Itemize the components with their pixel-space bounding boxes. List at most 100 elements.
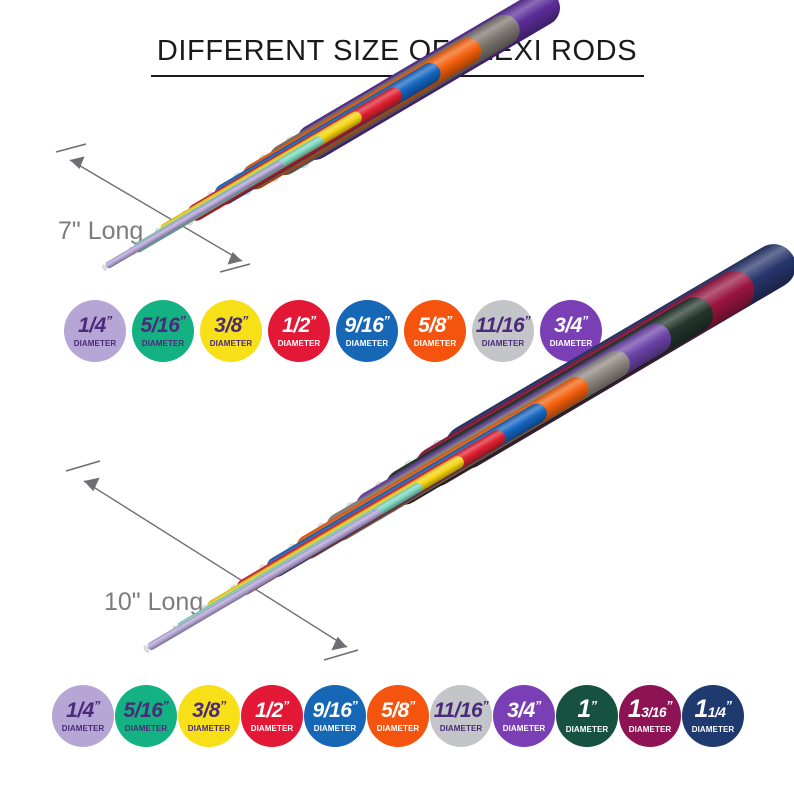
rod-end-cap <box>229 170 254 199</box>
badge-diameter-label: DIAMETER <box>565 724 609 734</box>
badge-diameter-label: DIAMETER <box>628 724 672 734</box>
size-badge-10in-9-16[interactable]: 9/16” DIAMETER <box>304 685 366 747</box>
size-badge-7in-11-16[interactable]: 11/16” DIAMETER <box>472 300 534 362</box>
rod-end-cap <box>341 498 371 534</box>
size-badge-10in-11-16[interactable]: 11/16” DIAMETER <box>430 685 492 747</box>
badge-size-text: 3/4” <box>554 313 588 338</box>
badge-size-text: 13/16” <box>627 696 673 724</box>
size-badge-7in-9-16[interactable]: 9/16” DIAMETER <box>336 300 398 362</box>
size-badge-10in-3-8[interactable]: 3/8” DIAMETER <box>178 685 240 747</box>
rod-end-cap <box>228 583 244 602</box>
size-badge-10in-5-8[interactable]: 5/8” DIAMETER <box>367 685 429 747</box>
badge-diameter-label: DIAMETER <box>549 338 593 348</box>
rod-end-cap <box>178 208 195 227</box>
rod-body <box>291 372 593 564</box>
badge-diameter-label: DIAMETER <box>313 723 357 733</box>
rod-body <box>407 263 762 495</box>
rod-seven-inch-yellow <box>153 109 365 242</box>
size-badge-7in-3-8[interactable]: 3/8” DIAMETER <box>200 300 262 362</box>
badge-size-text: 11/4” <box>694 696 732 724</box>
badge-size-text: 5/16” <box>140 313 186 338</box>
badge-size-text: 5/8” <box>381 698 415 723</box>
size-badge-10in-1[interactable]: 1” DIAMETER <box>556 685 618 747</box>
badge-diameter-label: DIAMETER <box>691 724 735 734</box>
title-divider <box>150 75 644 77</box>
rod-end-cap <box>313 520 340 551</box>
rod-end-cap <box>100 263 108 271</box>
badge-diameter-label: DIAMETER <box>141 338 185 348</box>
length-label-10-inch: 10" Long <box>104 588 204 616</box>
rod-end-cap <box>369 477 403 517</box>
rod-body <box>157 109 365 239</box>
rod-ten-inch-lavender <box>142 507 383 654</box>
size-badge-7in-3-4[interactable]: 3/4” DIAMETER <box>540 300 602 362</box>
rod-seven-inch-red <box>178 84 405 227</box>
size-badge-10in-1-1-4[interactable]: 11/4” DIAMETER <box>682 685 744 747</box>
rod-end-cap <box>279 131 314 172</box>
size-badge-7in-1-2[interactable]: 1/2” DIAMETER <box>268 300 330 362</box>
badge-size-text: 11/16” <box>433 698 489 723</box>
page-title-block: DIFFERENT SIZE OF FLEXI RODS <box>0 34 794 77</box>
rod-end-cap <box>425 435 467 484</box>
badge-size-text: 5/16” <box>123 698 169 723</box>
size-badge-10in-5-16[interactable]: 5/16” DIAMETER <box>115 685 177 747</box>
rod-ten-inch-blue <box>256 399 551 584</box>
rod-body <box>104 158 285 270</box>
badge-size-text: 1/2” <box>282 313 316 338</box>
rod-end-cap <box>254 151 284 185</box>
size-badge-7in-5-8[interactable]: 5/8” DIAMETER <box>404 300 466 362</box>
dimension-arrow-10-inch <box>62 455 382 670</box>
badge-diameter-label: DIAMETER <box>345 338 389 348</box>
badge-diameter-label: DIAMETER <box>209 338 253 348</box>
badge-size-text: 3/4” <box>507 698 541 723</box>
dimension-arrow-7-inch <box>52 140 272 280</box>
badge-diameter-label: DIAMETER <box>376 723 420 733</box>
badge-diameter-label: DIAMETER <box>277 338 321 348</box>
badge-diameter-label: DIAMETER <box>481 338 525 348</box>
rod-body <box>233 427 509 599</box>
badge-size-text: 1/4” <box>78 313 112 338</box>
badge-size-text: 1/4” <box>66 698 100 723</box>
rod-end-cap <box>153 226 166 242</box>
size-badge-10in-3-4[interactable]: 3/4” DIAMETER <box>493 685 555 747</box>
badge-row-10-inch: 1/4” DIAMETER 5/16” DIAMETER 3/8” DIAMETER 1/2… <box>52 685 744 747</box>
badge-diameter-label: DIAMETER <box>61 723 105 733</box>
rod-end-cap <box>397 456 435 500</box>
rod-end-cap <box>204 189 225 213</box>
rod-ten-inch-gray <box>313 345 635 551</box>
badge-diameter-label: DIAMETER <box>187 723 231 733</box>
rod-body <box>289 0 567 167</box>
badge-size-text: 11/16” <box>475 313 531 338</box>
rod-body <box>204 454 467 616</box>
size-badge-7in-1-4[interactable]: 1/4” DIAMETER <box>64 300 126 362</box>
size-badge-10in-1-2[interactable]: 1/2” DIAMETER <box>241 685 303 747</box>
badge-size-text: 9/16” <box>344 313 390 338</box>
badge-diameter-label: DIAMETER <box>124 723 168 733</box>
badge-size-text: 3/8” <box>192 698 226 723</box>
rod-end-cap <box>256 562 276 584</box>
rod-seven-inch-lavender <box>100 158 285 271</box>
size-badge-10in-1-3-16[interactable]: 13/16” DIAMETER <box>619 685 681 747</box>
rod-end-cap <box>171 624 182 636</box>
size-badge-7in-5-16[interactable]: 5/16” DIAMETER <box>132 300 194 362</box>
size-badge-10in-1-4[interactable]: 1/4” DIAMETER <box>52 685 114 747</box>
rod-body <box>145 507 383 652</box>
rod-ten-inch-burgundy <box>397 263 762 500</box>
page-title: DIFFERENT SIZE OF FLEXI RODS <box>156 35 638 67</box>
rod-seven-inch-blue <box>204 59 445 213</box>
rod-body <box>184 84 405 224</box>
rod-seven-inch-mint <box>127 134 325 256</box>
badge-diameter-label: DIAMETER <box>439 723 483 733</box>
rod-body <box>175 480 425 634</box>
rod-ten-inch-mint <box>171 480 425 636</box>
rod-body <box>262 399 551 581</box>
rod-seven-inch-purple <box>279 0 567 172</box>
rod-end-cap <box>142 644 151 654</box>
rod-ten-inch-orange <box>285 372 593 567</box>
rod-ten-inch-yellow <box>200 454 467 619</box>
rod-body <box>321 345 635 546</box>
rod-ten-inch-red <box>228 427 509 602</box>
badge-diameter-label: DIAMETER <box>413 338 457 348</box>
